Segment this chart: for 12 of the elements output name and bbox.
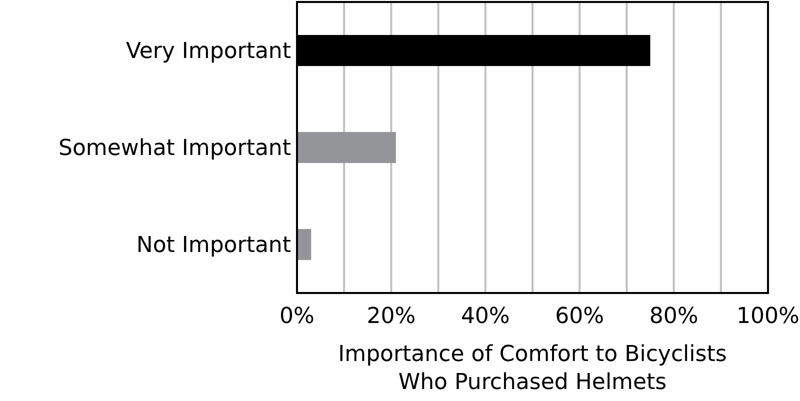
x-tick-label: 60% [555, 304, 604, 329]
x-axis-title: Importance of Comfort to Bicyclists Who Purchased Helmets [338, 342, 727, 395]
y-tick-label: Somewhat Important [58, 136, 292, 162]
x-tick-label: 100% [736, 304, 800, 329]
x-tick-label: 20% [366, 304, 416, 329]
y-tick-label: Not Important [136, 233, 292, 258]
x-tick-label: 0% [280, 304, 314, 329]
bar [297, 132, 396, 164]
bar [297, 228, 312, 260]
x-tick-label: 40% [460, 304, 510, 329]
x-tick-label: 80% [649, 304, 698, 329]
y-tick-label: Very Important [126, 39, 292, 64]
